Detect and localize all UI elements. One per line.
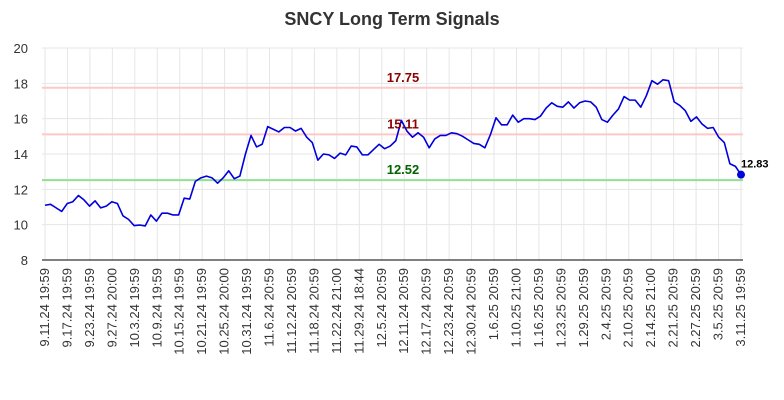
- x-tick-label: 1.29.25 20:59: [576, 268, 591, 348]
- x-tick-label: 2.21.25 20:59: [666, 268, 681, 348]
- y-tick-label: 10: [14, 218, 28, 233]
- x-tick-label: 1.16.25 20:59: [531, 268, 546, 348]
- y-tick-label: 20: [14, 41, 28, 56]
- x-tick-label: 11.12.24 20:59: [284, 268, 299, 354]
- x-tick-label: 2.4.25 20:59: [598, 268, 613, 340]
- last-value-marker: [737, 170, 745, 179]
- reference-line-label: 15.11: [387, 116, 419, 131]
- grid: [42, 47, 743, 261]
- y-tick-label: 18: [14, 76, 28, 91]
- x-tick-label: 12.11.24 20:59: [396, 268, 411, 354]
- x-tick-label: 11.29.24 18:44: [351, 268, 366, 354]
- series: [44, 79, 745, 227]
- x-tick-label: 12.23.24 20:59: [441, 268, 456, 355]
- x-tick-label: 10.25.24 20:00: [217, 268, 232, 355]
- x-tick-label: 11.18.24 20:59: [306, 268, 321, 354]
- x-tick-label: 10.9.24 19:59: [149, 268, 164, 348]
- x-tick-label: 10.15.24 19:59: [172, 268, 187, 355]
- x-tick-label: 9.23.24 19:59: [82, 268, 97, 348]
- x-tick-label: 9.27.24 20:00: [104, 268, 119, 348]
- reference-lines: [42, 86, 743, 182]
- chart-title: SNCY Long Term Signals: [284, 9, 499, 29]
- y-tick-label: 12: [14, 182, 28, 197]
- x-tick-label: 3.11.25 19:59: [733, 268, 748, 347]
- y-tick-label: 8: [21, 253, 28, 268]
- x-tick-label: 12.30.24 20:59: [464, 268, 479, 355]
- x-tick-label: 9.17.24 19:59: [59, 268, 74, 348]
- x-tick-label: 2.27.25 20:59: [688, 268, 703, 348]
- x-tick-label: 9.11.24 19:59: [37, 268, 52, 347]
- reference-line-label: 17.75: [387, 70, 420, 85]
- x-tick-label: 11.6.24 20:59: [262, 268, 277, 347]
- x-tick-label: 1.10.25 21:00: [508, 268, 523, 348]
- x-tick-label: 3.5.25 20:59: [711, 268, 726, 340]
- axes: 8 10 12 14 16 18 20 9.11.24 19:59 9.17.24 19:59 9…: [14, 41, 748, 355]
- x-tick-label: 2.10.25 20:59: [621, 268, 636, 348]
- reference-line-label: 12.52: [387, 162, 420, 177]
- last-value-label: 12.83: [741, 159, 769, 171]
- x-tick-label: 1.23.25 20:59: [553, 268, 568, 348]
- x-tick-label: 1.6.25 20:59: [486, 268, 501, 340]
- x-tick-label: 11.22.24 21:00: [329, 268, 344, 354]
- y-tick-label: 16: [14, 112, 28, 127]
- x-tick-label: 2.14.25 21:00: [643, 268, 658, 348]
- y-tick-label: 14: [14, 147, 28, 162]
- x-tick-label: 10.31.24 19:59: [239, 268, 254, 355]
- x-tick-label: 12.17.24 20:59: [419, 268, 434, 355]
- series-line: [44, 79, 742, 227]
- x-tick-label: 10.21.24 19:59: [194, 268, 209, 355]
- labels: 17.75 15.11 12.52 12.83: [387, 70, 769, 177]
- x-tick-label: 10.3.24 19:59: [127, 268, 142, 348]
- x-tick-label: 12.5.24 20:59: [374, 268, 389, 348]
